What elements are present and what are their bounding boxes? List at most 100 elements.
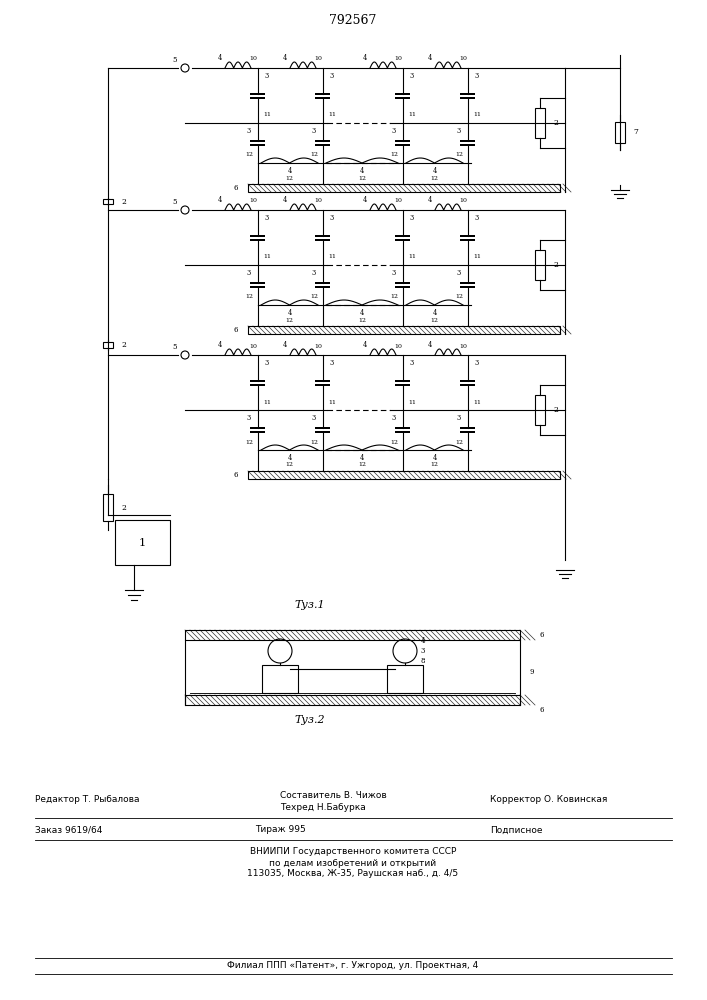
Text: 4: 4 bbox=[363, 341, 367, 349]
Text: 4: 4 bbox=[363, 54, 367, 62]
Text: 4: 4 bbox=[218, 196, 222, 204]
Text: 12: 12 bbox=[431, 318, 438, 322]
Text: 2: 2 bbox=[554, 119, 559, 127]
Text: 9: 9 bbox=[530, 668, 534, 676]
Text: 4: 4 bbox=[218, 54, 222, 62]
Text: 12: 12 bbox=[286, 176, 293, 180]
Text: Τуз.1: Τуз.1 bbox=[295, 600, 325, 610]
Text: 11: 11 bbox=[263, 112, 271, 117]
Text: 11: 11 bbox=[263, 399, 271, 404]
Text: 4: 4 bbox=[421, 637, 425, 645]
Text: 3: 3 bbox=[265, 214, 269, 222]
Text: 12: 12 bbox=[286, 462, 293, 468]
Text: 3: 3 bbox=[457, 414, 461, 422]
Text: 12: 12 bbox=[431, 176, 438, 180]
Text: 4: 4 bbox=[428, 196, 432, 204]
Text: 8: 8 bbox=[421, 657, 425, 665]
Text: 5: 5 bbox=[173, 343, 177, 351]
Bar bbox=[615, 122, 625, 143]
Bar bbox=[115, 520, 170, 565]
Text: 12: 12 bbox=[455, 294, 463, 300]
Text: 12: 12 bbox=[358, 462, 366, 468]
Bar bbox=[262, 665, 298, 693]
Text: 3: 3 bbox=[312, 127, 316, 135]
Text: 6: 6 bbox=[234, 326, 238, 334]
Bar bbox=[103, 494, 113, 521]
Text: 12: 12 bbox=[390, 294, 398, 300]
Text: 4: 4 bbox=[360, 454, 364, 462]
Text: 12: 12 bbox=[310, 294, 318, 300]
Text: Заказ 9619/64: Заказ 9619/64 bbox=[35, 826, 103, 834]
Text: 3: 3 bbox=[410, 359, 414, 367]
Text: 2: 2 bbox=[554, 406, 559, 414]
Text: 4: 4 bbox=[283, 196, 287, 204]
Text: 12: 12 bbox=[245, 152, 253, 157]
Text: 3: 3 bbox=[392, 127, 396, 135]
Text: 4: 4 bbox=[360, 309, 364, 317]
Text: 12: 12 bbox=[455, 152, 463, 157]
Text: 11: 11 bbox=[263, 254, 271, 259]
Text: 6: 6 bbox=[234, 471, 238, 479]
Text: 3: 3 bbox=[247, 269, 251, 277]
Bar bbox=[248, 471, 560, 479]
Bar bbox=[535, 108, 545, 138]
Text: 11: 11 bbox=[408, 399, 416, 404]
Text: 10: 10 bbox=[459, 198, 467, 204]
Text: 4: 4 bbox=[363, 196, 367, 204]
Bar bbox=[185, 630, 520, 640]
Text: 10: 10 bbox=[459, 344, 467, 349]
Text: 12: 12 bbox=[390, 152, 398, 157]
Text: 2: 2 bbox=[122, 198, 127, 206]
Text: 7: 7 bbox=[633, 128, 638, 136]
Text: 11: 11 bbox=[473, 254, 481, 259]
Text: 12: 12 bbox=[245, 294, 253, 300]
Text: ВНИИПИ Государственного комитета СССР: ВНИИПИ Государственного комитета СССР bbox=[250, 848, 456, 856]
Text: Тираж 995: Тираж 995 bbox=[255, 826, 305, 834]
Text: 3: 3 bbox=[421, 647, 425, 655]
Text: 10: 10 bbox=[459, 56, 467, 62]
Text: 3: 3 bbox=[392, 269, 396, 277]
Text: 3: 3 bbox=[265, 72, 269, 80]
Text: 1: 1 bbox=[139, 538, 146, 548]
Text: 5: 5 bbox=[173, 56, 177, 64]
Bar bbox=[387, 665, 423, 693]
Text: 10: 10 bbox=[249, 344, 257, 349]
Text: 4: 4 bbox=[287, 454, 292, 462]
Text: 4: 4 bbox=[218, 341, 222, 349]
Text: 11: 11 bbox=[473, 399, 481, 404]
Text: 4: 4 bbox=[283, 341, 287, 349]
Text: 11: 11 bbox=[328, 254, 336, 259]
Bar bbox=[185, 695, 520, 705]
Text: 4: 4 bbox=[428, 54, 432, 62]
Text: 12: 12 bbox=[358, 318, 366, 322]
Text: 11: 11 bbox=[408, 112, 416, 117]
Text: Техред Н.Бабурка: Техред Н.Бабурка bbox=[280, 804, 366, 812]
Text: 3: 3 bbox=[312, 269, 316, 277]
Bar bbox=[103, 199, 113, 204]
Text: 4: 4 bbox=[432, 167, 437, 175]
Text: 10: 10 bbox=[394, 56, 402, 62]
Text: 3: 3 bbox=[410, 72, 414, 80]
Text: 6: 6 bbox=[234, 184, 238, 192]
Text: 3: 3 bbox=[410, 214, 414, 222]
Text: 10: 10 bbox=[249, 198, 257, 204]
Text: по делам изобретений и открытий: по делам изобретений и открытий bbox=[269, 858, 436, 867]
Text: 12: 12 bbox=[286, 318, 293, 322]
Text: Редактор Т. Рыбалова: Редактор Т. Рыбалова bbox=[35, 796, 139, 804]
Text: 4: 4 bbox=[432, 454, 437, 462]
Text: 3: 3 bbox=[392, 414, 396, 422]
Text: 11: 11 bbox=[328, 112, 336, 117]
Text: 4: 4 bbox=[287, 309, 292, 317]
Text: 4: 4 bbox=[428, 341, 432, 349]
Text: 12: 12 bbox=[310, 440, 318, 444]
Text: 12: 12 bbox=[358, 176, 366, 180]
Bar bbox=[535, 250, 545, 280]
Text: Филиал ППП «Патент», г. Ужгород, ул. Проектная, 4: Филиал ППП «Патент», г. Ужгород, ул. Про… bbox=[228, 962, 479, 970]
Text: 3: 3 bbox=[475, 214, 479, 222]
Text: 3: 3 bbox=[475, 72, 479, 80]
Text: 3: 3 bbox=[312, 414, 316, 422]
Text: 10: 10 bbox=[314, 344, 322, 349]
Text: 5: 5 bbox=[173, 198, 177, 206]
Text: 12: 12 bbox=[245, 440, 253, 444]
Text: 4: 4 bbox=[283, 54, 287, 62]
